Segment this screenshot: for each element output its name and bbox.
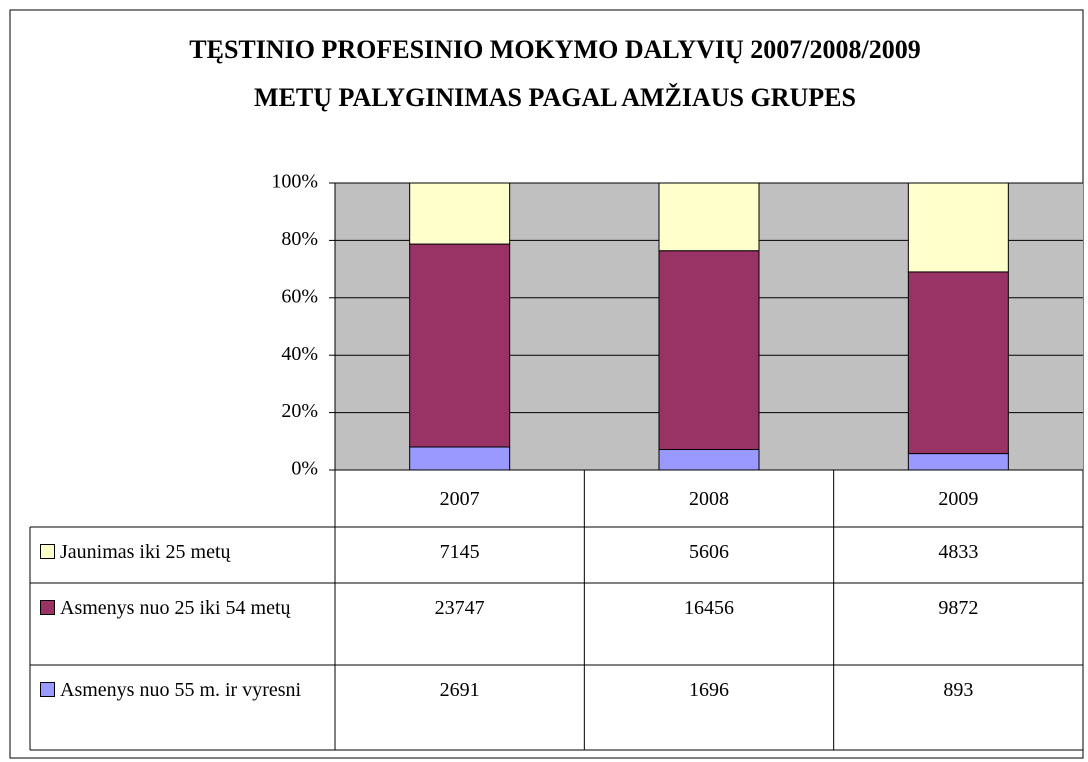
legend-entry: Asmenys nuo 25 iki 54 metų [30, 583, 335, 665]
y-tick-label: 0% [291, 458, 318, 480]
bar-segment [907, 453, 1009, 471]
bar-segment [658, 250, 760, 451]
table-value: 1696 [688, 679, 729, 701]
chart-title: METŲ PALYGINIMAS PAGAL AMŽIAUS GRUPES [254, 83, 856, 112]
y-tick-label: 100% [271, 171, 318, 193]
table-value: 4833 [938, 541, 979, 563]
x-tick-label: 2008 [689, 488, 729, 510]
x-tick-label: 2009 [938, 488, 978, 510]
bar-segment [409, 446, 511, 471]
chart-title: TĘSTINIO PROFESINIO MOKYMO DALYVIŲ 2007/… [189, 35, 920, 64]
legend-swatch [40, 544, 55, 559]
x-tick-label: 2007 [440, 488, 480, 510]
legend-label: Asmenys nuo 25 iki 54 metų [60, 597, 291, 619]
legend-label: Asmenys nuo 55 m. ir vyresni [60, 679, 302, 701]
legend-entry: Jaunimas iki 25 metų [30, 527, 335, 583]
y-tick-label: 20% [281, 400, 318, 422]
bar-segment [907, 182, 1009, 273]
bar-segment [907, 271, 1009, 455]
table-value: 2691 [439, 679, 480, 701]
bar-segment [409, 243, 511, 448]
table-value: 893 [943, 679, 974, 701]
bar-segment [658, 449, 760, 471]
table-value: 23747 [434, 597, 485, 619]
legend-label: Jaunimas iki 25 metų [60, 541, 231, 563]
y-tick-label: 80% [281, 228, 318, 250]
legend-swatch [40, 600, 55, 615]
table-value: 16456 [683, 597, 734, 619]
y-tick-label: 60% [281, 285, 318, 307]
table-value: 7145 [439, 541, 480, 563]
legend-swatch [40, 682, 55, 697]
bar-segment [658, 182, 760, 252]
bar-segment [409, 182, 511, 245]
table-value: 9872 [938, 597, 979, 619]
legend-entry: Asmenys nuo 55 m. ir vyresni [30, 665, 335, 750]
y-tick-label: 40% [281, 343, 318, 365]
table-value: 5606 [688, 541, 729, 563]
